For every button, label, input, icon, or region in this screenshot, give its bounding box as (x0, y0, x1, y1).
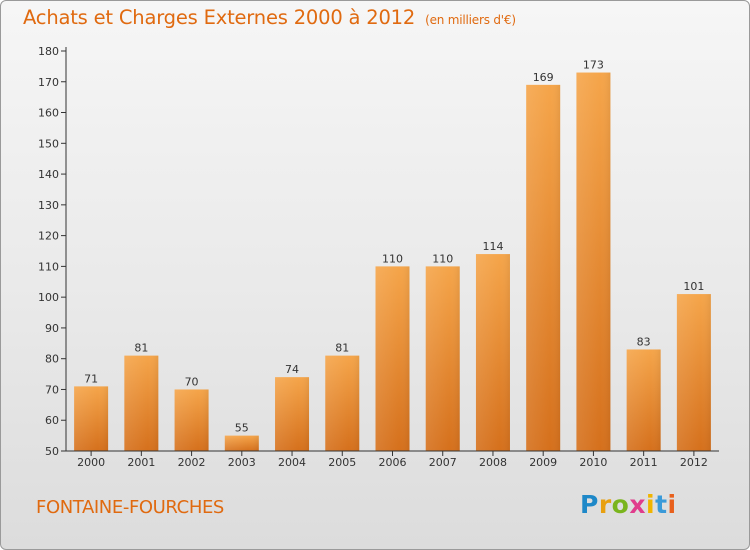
commune-name: FONTAINE-FOURCHES (36, 497, 224, 518)
bar-shade (224, 435, 259, 451)
y-tick-label: 120 (38, 230, 59, 243)
y-tick-label: 150 (38, 137, 59, 150)
data-label: 114 (482, 240, 503, 253)
x-tick-label: 2001 (127, 456, 155, 469)
logo-letter: x (629, 490, 646, 519)
logo-letter: r (598, 490, 612, 519)
bar-shade (475, 254, 510, 451)
logo-letter: t (655, 490, 668, 519)
bar-shade (526, 84, 561, 451)
x-tick-label: 2005 (328, 456, 356, 469)
x-tick-label: 2002 (178, 456, 206, 469)
logo-letter: i (667, 490, 677, 519)
y-tick-label: 180 (38, 45, 59, 58)
y-tick-label: 50 (45, 445, 59, 458)
data-label: 101 (683, 280, 704, 293)
x-tick-label: 2000 (77, 456, 105, 469)
logo-letter: i (646, 490, 656, 519)
data-label: 81 (134, 342, 148, 355)
y-tick-label: 70 (45, 383, 59, 396)
data-label: 169 (533, 71, 554, 84)
x-tick-label: 2012 (680, 456, 708, 469)
y-tick-label: 130 (38, 199, 59, 212)
y-tick-label: 100 (38, 291, 59, 304)
data-label: 110 (382, 252, 403, 265)
y-tick-label: 140 (38, 168, 59, 181)
plot-area: 50 60 70 80 90 100 110 120 130 140 150 160 170 180 71 2… (38, 45, 719, 469)
data-label: 173 (583, 59, 604, 72)
data-label: 74 (285, 363, 299, 376)
y-tick-label: 90 (45, 322, 59, 335)
proxiti-logo: Proxiti (580, 490, 677, 519)
chart-unit: (en milliers d'€) (425, 13, 516, 27)
bar-shade (626, 349, 661, 451)
x-tick-label: 2004 (278, 456, 306, 469)
x-tick-label: 2003 (228, 456, 256, 469)
data-label: 81 (335, 342, 349, 355)
x-tick-label: 2011 (630, 456, 658, 469)
y-tick-label: 110 (38, 260, 59, 273)
x-tick-label: 2006 (379, 456, 407, 469)
data-label: 83 (637, 335, 651, 348)
logo-letter: P (580, 490, 599, 519)
bar-shade (275, 377, 310, 451)
chart-title-text: Achats et Charges Externes 2000 à 2012 (23, 6, 416, 29)
x-tick-label: 2009 (529, 456, 557, 469)
y-tick-label: 170 (38, 76, 59, 89)
chart-title: Achats et Charges Externes 2000 à 2012 (e… (23, 6, 516, 29)
bar-shade (576, 72, 611, 452)
y-tick-label: 160 (38, 107, 59, 120)
bar-shade (425, 266, 460, 451)
x-tick-label: 2010 (579, 456, 607, 469)
logo-letter: o (611, 490, 630, 519)
data-label: 70 (185, 375, 199, 388)
y-tick-label: 60 (45, 414, 59, 427)
y-tick-label: 80 (45, 353, 59, 366)
bar-shade (174, 389, 209, 451)
bar-shade (375, 266, 410, 451)
bar-shade (74, 386, 109, 451)
bar-shade (325, 355, 360, 451)
x-tick-label: 2008 (479, 456, 507, 469)
bar-shade (676, 294, 711, 451)
data-label: 55 (235, 422, 249, 435)
x-tick-label: 2007 (429, 456, 457, 469)
data-label: 71 (84, 372, 98, 385)
data-label: 110 (432, 252, 453, 265)
bar-shade (124, 355, 159, 451)
